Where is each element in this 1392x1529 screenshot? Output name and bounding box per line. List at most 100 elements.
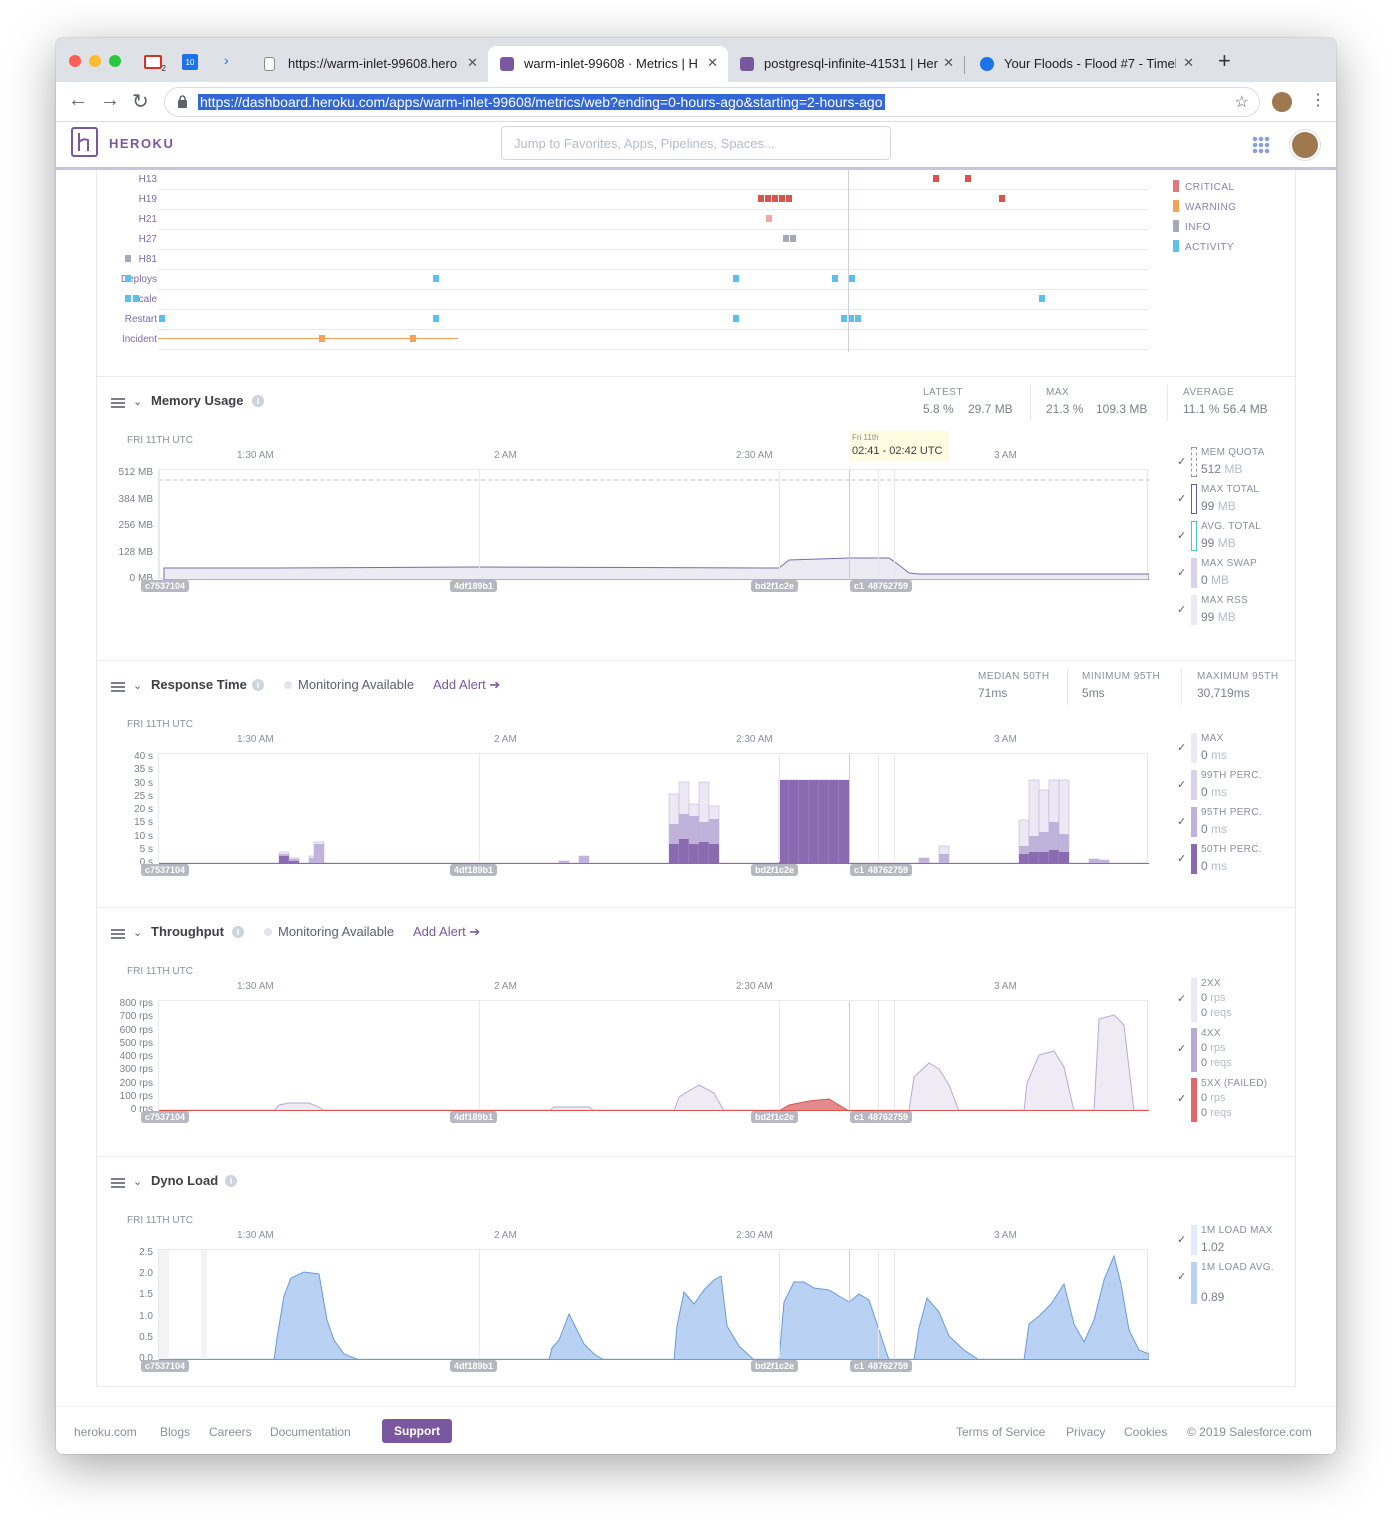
release-tag[interactable]: c7537104 [141,1360,190,1372]
event-marker[interactable] [933,175,939,182]
throughput-area[interactable] [908,1062,960,1111]
dyno-load-area[interactable] [778,1281,890,1360]
event-marker[interactable] [159,315,165,322]
p95-bar[interactable] [919,858,929,864]
check-icon[interactable]: ✓ [1177,530,1187,542]
bookmark-star-icon[interactable]: ☆ [1234,94,1249,111]
footer-link-privacy[interactable]: Privacy [1066,1425,1106,1439]
heroku-wordmark[interactable]: HEROKU [109,136,175,151]
response-chart[interactable] [158,753,1149,864]
check-icon[interactable]: ✓ [1177,779,1187,791]
release-tag[interactable]: 4df189b1 [450,1360,498,1372]
address-bar[interactable]: https://dashboard.heroku.com/apps/warm-i… [164,87,1260,117]
event-marker[interactable] [433,315,439,322]
forward-icon[interactable]: → [100,89,120,111]
p50-bar[interactable] [679,839,689,864]
new-tab-button[interactable]: + [1218,48,1231,73]
event-marker[interactable] [733,275,739,282]
p95-bar[interactable] [1029,836,1039,864]
check-icon[interactable]: ✓ [1177,1043,1187,1055]
profile-avatar[interactable] [1272,92,1292,112]
heroku-logo-icon[interactable] [71,127,98,157]
event-marker[interactable] [965,175,971,182]
dyno-load-area[interactable] [548,1312,605,1360]
check-icon[interactable]: ✓ [1177,456,1187,468]
url-text[interactable]: https://dashboard.heroku.com/apps/warm-i… [198,94,885,110]
release-tag[interactable]: 48762759 [864,1360,913,1372]
footer-link-heroku[interactable]: heroku.com [74,1425,137,1439]
release-tag[interactable]: bd2f1c2e [751,864,799,876]
tab-pinned-arrow[interactable]: › [224,52,229,68]
support-button[interactable]: Support [382,1419,452,1443]
footer-link-blogs[interactable]: Blogs [160,1425,191,1439]
back-icon[interactable]: ← [68,89,88,111]
release-tag[interactable]: bd2f1c2e [751,1111,799,1123]
close-icon[interactable]: ✕ [943,55,954,70]
close-icon[interactable]: ✕ [1183,55,1194,70]
event-marker[interactable] [766,215,772,222]
apps-grid-icon[interactable] [1252,136,1270,154]
info-icon[interactable]: i [252,395,264,407]
event-marker[interactable] [1039,295,1045,302]
throughput-area[interactable] [273,1102,325,1111]
event-marker[interactable] [758,195,764,202]
event-marker[interactable] [433,275,439,282]
p50-bar[interactable] [839,780,849,864]
footer-link-cookies[interactable]: Cookies [1124,1425,1168,1439]
p95-bar[interactable] [559,861,569,864]
chevron-down-icon[interactable]: ⌄ [133,396,143,408]
event-marker[interactable] [133,295,139,302]
info-icon[interactable]: i [232,926,244,938]
dyno-load-area[interactable] [913,1296,980,1360]
event-marker[interactable] [999,195,1005,202]
p50-bar[interactable] [279,856,289,864]
release-tag[interactable]: c1 [850,580,869,592]
throughput-area[interactable] [1093,1014,1135,1111]
release-tag[interactable]: bd2f1c2e [751,1360,799,1372]
user-avatar[interactable] [1290,130,1320,160]
p95-bar[interactable] [579,856,589,864]
p50-bar[interactable] [809,780,819,864]
release-tag[interactable]: c7537104 [141,864,190,876]
minimize-window-button[interactable] [89,55,101,67]
p50-bar[interactable] [669,844,679,864]
p50-bar[interactable] [799,780,809,864]
p50-bar[interactable] [819,780,829,864]
check-icon[interactable]: ✓ [1177,853,1187,865]
p50-bar[interactable] [1049,850,1059,864]
dyno-chart[interactable] [158,1249,1149,1360]
add-alert-link[interactable]: Add Alert ➔ [433,677,500,693]
event-marker[interactable] [125,275,131,282]
footer-link-documentation[interactable]: Documentation [270,1425,351,1439]
drag-handle-icon[interactable] [111,1178,125,1188]
p95-bar[interactable] [1099,860,1109,864]
gmail-pinned-tab[interactable]: 2 [144,55,166,73]
close-icon[interactable]: ✕ [467,55,478,70]
jump-search-input[interactable]: Jump to Favorites, Apps, Pipelines, Spac… [501,126,891,160]
p50-bar[interactable] [1059,852,1069,864]
footer-link-careers[interactable]: Careers [209,1425,252,1439]
tab-warm-inlet-app[interactable]: https://warm-inlet-99608.hero ✕ [252,46,488,82]
event-marker[interactable] [790,235,796,242]
maximize-window-button[interactable] [109,55,121,67]
throughput-chart[interactable] [158,1000,1149,1111]
event-marker[interactable] [786,195,792,202]
event-marker[interactable] [779,195,785,202]
p50-bar[interactable] [1029,852,1039,864]
p50-bar[interactable] [289,861,299,864]
drag-handle-icon[interactable] [111,929,125,939]
release-tag[interactable]: c7537104 [141,1111,190,1123]
p50-bar[interactable] [1039,852,1049,864]
event-marker[interactable] [765,195,771,202]
release-tag[interactable]: c1 [850,1360,869,1372]
calendar-pinned-tab[interactable]: 10 [182,54,198,70]
dyno-load-area[interactable] [1023,1254,1149,1360]
check-icon[interactable]: ✓ [1177,993,1187,1005]
drag-handle-icon[interactable] [111,682,125,692]
throughput-area[interactable] [673,1084,725,1111]
check-icon[interactable]: ✓ [1177,604,1187,616]
max-bar[interactable] [1058,779,1070,864]
release-tag[interactable]: bd2f1c2e [751,580,799,592]
release-tag[interactable]: 4df189b1 [450,1111,498,1123]
release-tag[interactable]: c7537104 [141,580,190,592]
